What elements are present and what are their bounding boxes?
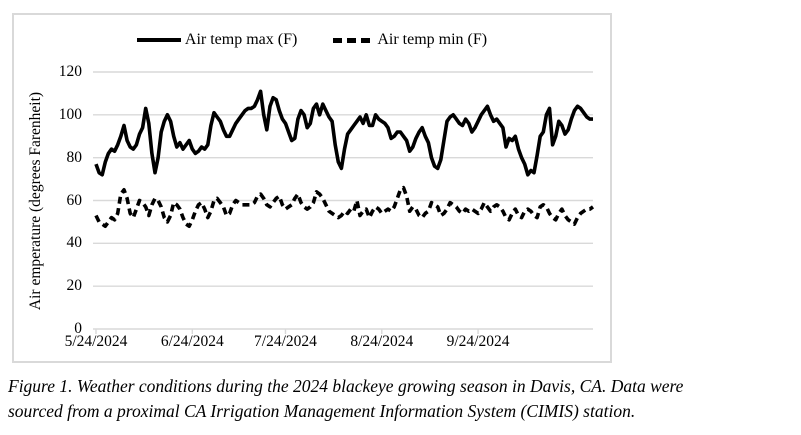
x-tick-label: 9/24/2024 bbox=[446, 333, 510, 350]
figure-caption: Figure 1. Weather conditions during the … bbox=[8, 374, 801, 424]
legend-item-air-temp-min: Air temp min (F) bbox=[333, 31, 487, 49]
dashed-line-swatch-icon bbox=[333, 37, 374, 43]
series-line-air-temp-min bbox=[94, 185, 595, 228]
solid-line-swatch-icon bbox=[136, 38, 181, 42]
y-tick-label: 40 bbox=[66, 234, 83, 252]
y-tick-label: 20 bbox=[66, 277, 83, 295]
figure-caption-line-1: Figure 1. Weather conditions during the … bbox=[8, 376, 684, 396]
legend-label-air-temp-min: Air temp min (F) bbox=[377, 31, 488, 48]
y-tick-label: 100 bbox=[58, 105, 82, 123]
y-tick-label: 60 bbox=[66, 191, 83, 209]
x-tick-label: 7/24/2024 bbox=[254, 333, 317, 350]
figure-caption-line-2: sourced from a proximal CA Irrigation Ma… bbox=[8, 401, 636, 421]
y-tick-label: 80 bbox=[66, 148, 83, 166]
y-tick-label: 120 bbox=[58, 63, 82, 80]
legend-item-air-temp-max: Air temp max (F) bbox=[136, 31, 298, 49]
chart-border-box: Air temp max (F) Air temp min (F) Air em… bbox=[12, 13, 612, 363]
legend-label-air-temp-max: Air temp max (F) bbox=[184, 31, 298, 48]
y-tick-label: 0 bbox=[74, 320, 82, 337]
x-tick-label: 5/24/2024 bbox=[64, 333, 128, 350]
x-tick-label: 8/24/2024 bbox=[350, 333, 414, 350]
chart-legend: Air temp max (F) Air temp min (F) bbox=[14, 29, 610, 51]
x-tick-label: 6/24/2024 bbox=[160, 333, 224, 350]
series-line-air-temp-max bbox=[94, 89, 593, 177]
plot-area bbox=[93, 71, 595, 334]
